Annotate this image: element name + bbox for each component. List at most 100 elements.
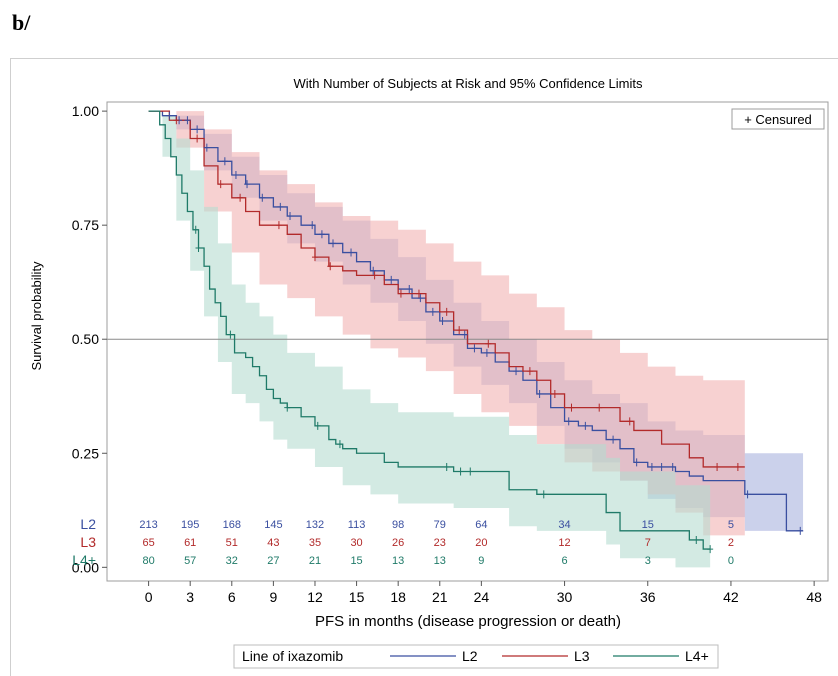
- censor-mark-l2: [582, 421, 589, 430]
- at-risk-count: 80: [142, 555, 154, 567]
- censor-mark-l2: [330, 239, 337, 248]
- censor-mark-l4plus: [540, 490, 547, 499]
- y-tick-label: 0.00: [72, 559, 99, 575]
- at-risk-count: 6: [561, 555, 567, 567]
- censor-mark-l2: [406, 285, 413, 294]
- at-risk-count: 12: [558, 537, 570, 549]
- y-tick-label: 0.25: [72, 445, 99, 461]
- at-risk-table: L2 213 195 168 145 132 113 98 79 64 34 15 5L3 65 61 51 4…: [72, 516, 734, 568]
- censor-mark-l4plus: [467, 467, 474, 476]
- panel-label: b/: [12, 10, 31, 35]
- legend-label-l2: L2: [462, 648, 478, 664]
- at-risk-count: 9: [478, 555, 484, 567]
- censor-mark-l3: [415, 289, 422, 298]
- at-risk-count: 79: [434, 519, 446, 531]
- plot-area-border: [106, 101, 829, 582]
- x-tick-label: 48: [806, 589, 822, 605]
- censor-mark-l2: [633, 458, 640, 467]
- censor-mark-l3: [551, 389, 558, 398]
- censor-mark-l3: [237, 193, 244, 202]
- at-risk-count: 65: [142, 537, 154, 549]
- x-tick-label: 21: [432, 589, 448, 605]
- y-tick-label: 0.50: [72, 331, 99, 347]
- censor-mark-l2: [287, 212, 294, 221]
- censor-mark-l2: [483, 348, 490, 357]
- censor-mark-l4plus: [707, 545, 714, 554]
- at-risk-count: 13: [434, 555, 446, 567]
- at-risk-count: 98: [392, 519, 404, 531]
- at-risk-count: 27: [267, 555, 279, 567]
- ci-band-l4plus: [148, 111, 711, 568]
- censor-mark-l2: [277, 202, 284, 211]
- at-risk-count: 5: [728, 519, 734, 531]
- censor-mark-l2: [471, 344, 478, 353]
- censor-mark-l4plus: [227, 330, 234, 339]
- censor-mark-l2: [388, 275, 395, 284]
- chart-title: With Number of Subjects at Risk and 95% …: [294, 76, 643, 91]
- censor-mark-l3: [485, 339, 492, 348]
- legend-label-l3: L3: [574, 648, 590, 664]
- series-legend: Line of ixazomib L2 L3 L4+: [233, 644, 719, 669]
- censor-mark-l2: [244, 180, 251, 189]
- x-tick-label: 24: [474, 589, 490, 605]
- at-risk-count: 15: [350, 555, 362, 567]
- censor-mark-l3: [568, 403, 575, 412]
- censor-mark-l2: [203, 143, 210, 152]
- censor-mark-l3: [734, 462, 741, 471]
- at-risk-count: 32: [226, 555, 238, 567]
- censor-mark-l2: [348, 248, 355, 257]
- at-risk-count: 113: [348, 519, 366, 531]
- censored-legend: + Censured: [731, 108, 825, 130]
- ci-band-l3: [148, 111, 745, 536]
- x-tick-label: 15: [349, 589, 365, 605]
- at-risk-row-label: L3: [80, 534, 96, 550]
- y-tick-label: 1.00: [72, 103, 99, 119]
- survival-curve-l3: [148, 110, 745, 468]
- censor-mark-l2: [439, 316, 446, 325]
- censor-mark-l2: [184, 116, 191, 125]
- at-risk-count: 2: [728, 537, 734, 549]
- censor-mark-l3: [596, 403, 603, 412]
- x-tick-label: 3: [186, 589, 194, 605]
- x-tick-label: 0: [145, 589, 153, 605]
- censor-mark-l2: [429, 307, 436, 316]
- survival-curve-l2: [148, 110, 804, 532]
- at-risk-count: 30: [350, 537, 362, 549]
- censor-mark-l2: [221, 157, 228, 166]
- at-risk-count: 57: [184, 555, 196, 567]
- censor-mark-l4plus: [192, 225, 199, 234]
- y-axis: 0.00 0.25 0.50 0.75 1.00: [72, 103, 107, 575]
- censor-mark-l4plus: [336, 440, 343, 449]
- censor-mark-l3: [173, 116, 180, 125]
- y-axis-label: Survival probability: [29, 261, 44, 371]
- censored-label: + Censured: [744, 112, 812, 127]
- censor-mark-l2: [166, 111, 173, 120]
- x-tick-label: 42: [723, 589, 739, 605]
- at-risk-count: 15: [642, 519, 654, 531]
- censor-mark-l4plus: [284, 403, 291, 412]
- x-tick-label: 18: [390, 589, 406, 605]
- censor-mark-l2: [513, 367, 520, 376]
- at-risk-count: 13: [392, 555, 404, 567]
- censor-mark-l2: [536, 389, 543, 398]
- at-risk-count: 35: [309, 537, 321, 549]
- at-risk-count: 213: [139, 519, 157, 531]
- legend-label-l4plus: L4+: [685, 648, 709, 664]
- censor-mark-l3: [456, 326, 463, 335]
- legend-title: Line of ixazomib: [242, 648, 343, 664]
- x-tick-label: 30: [557, 589, 573, 605]
- censor-mark-l2: [648, 462, 655, 471]
- at-risk-count: 43: [267, 537, 279, 549]
- confidence-bands: [148, 111, 804, 568]
- at-risk-count: 20: [475, 537, 487, 549]
- censor-mark-l2: [565, 417, 572, 426]
- figure-frame: [10, 58, 838, 676]
- x-tick-label: 6: [228, 589, 236, 605]
- censor-mark-l3: [311, 253, 318, 262]
- at-risk-count: 21: [309, 555, 321, 567]
- at-risk-count: 7: [645, 537, 651, 549]
- at-risk-count: 195: [181, 519, 199, 531]
- censor-mark-l2: [610, 435, 617, 444]
- censor-mark-l3: [217, 180, 224, 189]
